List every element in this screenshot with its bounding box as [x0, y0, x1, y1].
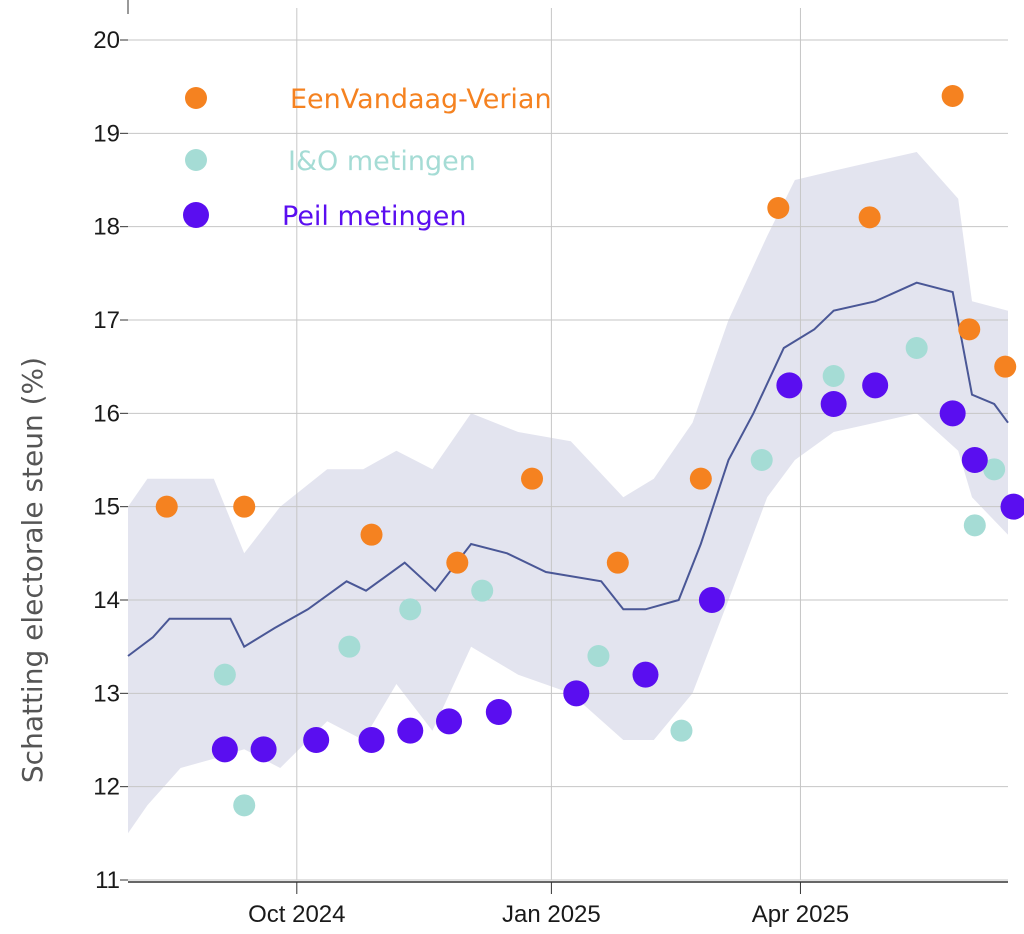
io-point [471, 579, 494, 602]
io-point [587, 645, 610, 667]
peil-point [303, 727, 330, 753]
confidence-band [128, 152, 1008, 834]
peil-point [698, 587, 725, 613]
y-tick-label: 20 [93, 27, 120, 54]
eenvandaag-point [858, 206, 881, 229]
x-tick-label: Apr 2025 [752, 901, 849, 928]
peil-point [776, 372, 803, 399]
y-tick-label: 17 [93, 307, 120, 334]
peil-point [820, 391, 847, 417]
peil-point [485, 699, 512, 725]
eenvandaag-point [606, 551, 629, 574]
eenvandaag-point [360, 523, 383, 546]
eenvandaag-point [233, 495, 256, 518]
peil-point [358, 727, 385, 753]
y-tick-label: 15 [93, 494, 120, 521]
io-point [670, 719, 693, 742]
eenvandaag-point [521, 467, 544, 490]
io-point [905, 337, 928, 359]
io-point [338, 635, 361, 658]
io-point [822, 365, 845, 387]
eenvandaag-point [767, 197, 790, 219]
trend-line-layer [127, 281, 1009, 657]
y-tick-label: 19 [93, 120, 120, 147]
peil-point [1000, 493, 1024, 520]
peil-point [939, 400, 966, 427]
io-point [213, 663, 236, 686]
io-point [750, 449, 773, 471]
io-point [963, 514, 986, 537]
y-tick-label: 12 [93, 774, 120, 801]
eenvandaag-point [155, 495, 178, 518]
confidence-band-layer [128, 152, 1008, 834]
y-tick-label: 11 [95, 867, 120, 894]
data-points [155, 85, 1024, 817]
eenvandaag-point [958, 318, 981, 341]
x-tick-label: Oct 2024 [248, 901, 345, 928]
y-tick-label: 16 [93, 400, 120, 427]
io-point [983, 458, 1006, 481]
eenvandaag-point [689, 467, 712, 490]
eenvandaag-point [446, 551, 469, 574]
peil-point [632, 661, 659, 688]
legend-label: EenVandaag-Verian [290, 84, 552, 115]
legend-marker [185, 149, 207, 171]
legend-marker [185, 87, 207, 109]
y-tick-label: 14 [93, 587, 120, 614]
gridlines [128, 8, 1008, 881]
eenvandaag-point [941, 85, 964, 107]
trend-line [127, 281, 1009, 657]
y-tick-label: 18 [93, 214, 120, 241]
io-point [233, 794, 256, 817]
peil-point [250, 736, 277, 763]
legend-label: Peil metingen [282, 201, 467, 232]
axes: 11 12 13 14 15 16 17 18 19 20 Oct 2024 Jan 2025 Apr … [93, 0, 1008, 928]
peil-point [961, 447, 988, 473]
peil-point [436, 708, 463, 735]
peil-point [211, 736, 238, 763]
peil-point [397, 717, 424, 744]
y-axis-title: Schatting electorale steun (%) [16, 357, 49, 783]
eenvandaag-point [994, 355, 1017, 378]
y-tick-label: 13 [93, 680, 120, 707]
x-tick-label: Jan 2025 [502, 901, 601, 928]
io-point [399, 598, 422, 621]
legend: EenVandaag-Verian I&O metingen Peil meting… [183, 84, 552, 232]
peil-point [563, 680, 590, 707]
legend-label: I&O metingen [288, 146, 476, 177]
legend-marker [183, 202, 209, 228]
peil-point [862, 372, 889, 399]
